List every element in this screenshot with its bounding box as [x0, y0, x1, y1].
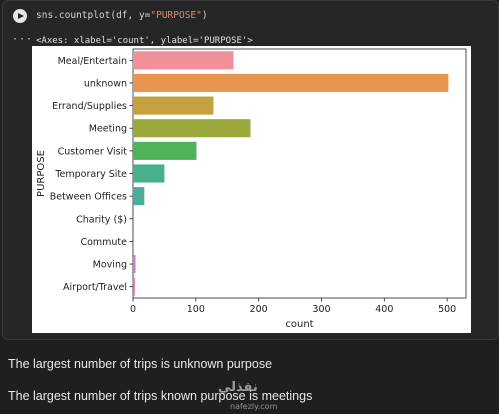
x-tick-label: 300 — [312, 304, 330, 315]
y-tick-label: Customer Visit — [58, 146, 128, 157]
x-tick-label: 0 — [130, 304, 136, 315]
bar-commute — [133, 232, 134, 251]
x-axis-label: count — [285, 319, 313, 330]
run-cell-button[interactable] — [13, 9, 27, 23]
bar-customer-visit — [133, 141, 197, 160]
x-tick-label: 100 — [187, 304, 205, 315]
y-tick-label: Between Offices — [50, 192, 127, 203]
y-axis-label: PURPOSE — [36, 150, 47, 197]
y-tick-label: Airport/Travel — [63, 282, 127, 293]
bar-airport-travel — [133, 277, 135, 296]
x-tick-label: 400 — [375, 304, 393, 315]
code-string: "PURPOSE" — [150, 10, 202, 21]
y-tick-label: unknown — [84, 78, 127, 89]
y-tick-label: Meal/Entertain — [58, 56, 127, 67]
bar-unknown — [133, 73, 449, 93]
bar-moving — [133, 254, 136, 274]
y-tick-label: Temporary Site — [54, 169, 127, 180]
code-suffix: ) — [201, 10, 208, 21]
y-tick-label: Errand/Supplies — [52, 101, 127, 112]
y-tick-label: Meeting — [89, 124, 127, 135]
countplot-chart: Meal/Entertain unknown Errand/Supplies Meet… — [36, 48, 467, 330]
bar-meeting — [133, 119, 251, 138]
watermark-logo: نفذلي — [218, 380, 258, 395]
bar-between-offices — [133, 187, 145, 206]
output-repr: <Axes: xlabel='count', ylabel='PURPOSE'> — [36, 36, 253, 46]
y-tick-label: Moving — [93, 260, 127, 271]
markdown-note-1: The largest number of trips is unknown p… — [8, 357, 273, 371]
bar-errand-supplies — [133, 96, 214, 115]
code-line[interactable]: sns.countplot(df, y="PURPOSE") — [36, 10, 208, 21]
markdown-note-2: The largest number of trips known purpos… — [8, 389, 313, 403]
watermark-url: nafezly.com — [230, 402, 278, 411]
x-tick-label: 500 — [438, 304, 456, 315]
y-tick-label: Charity ($) — [76, 214, 127, 225]
x-tick-label: 200 — [250, 304, 268, 315]
chart-output: Meal/Entertain unknown Errand/Supplies Meet… — [32, 46, 471, 333]
output-menu-icon[interactable]: ··· — [12, 34, 34, 45]
bar-temporary-site — [133, 164, 165, 183]
code-prefix: sns.countplot(df, y= — [36, 10, 151, 21]
bar-charity- — [133, 209, 134, 228]
y-tick-label: Commute — [80, 237, 127, 248]
bar-meal-entertain — [133, 51, 234, 70]
